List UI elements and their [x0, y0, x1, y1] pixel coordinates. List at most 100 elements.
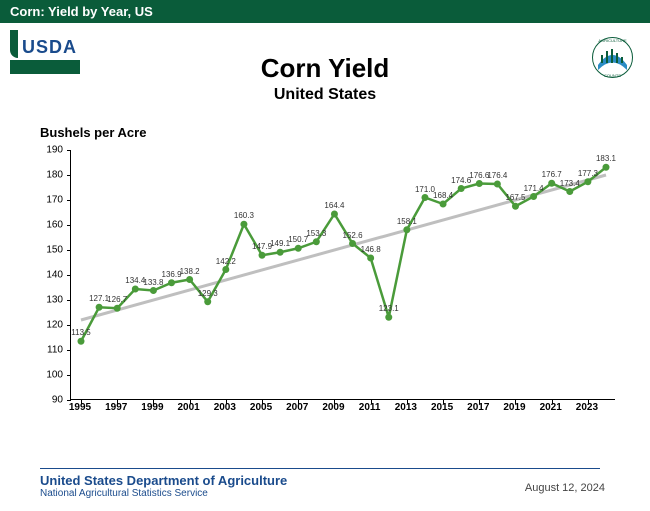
usda-logo-text: USDA [22, 37, 77, 58]
data-marker [349, 240, 356, 247]
data-marker [603, 164, 610, 171]
y-tick-label: 160 [46, 220, 63, 231]
data-label: 133.8 [143, 278, 163, 287]
x-axis-ticks: 1995 1997 1999 2001 2003 2005 2007 2009 2011 2013… [70, 402, 615, 422]
y-tick-label: 150 [46, 245, 63, 256]
data-marker [204, 298, 211, 305]
header-bar: Corn: Yield by Year, US [0, 0, 650, 23]
y-tick-label: 130 [46, 295, 63, 306]
data-marker [114, 305, 121, 312]
x-tick-label: 2021 [540, 402, 562, 413]
data-label: 177.3 [578, 169, 598, 178]
x-tick-label: 1995 [69, 402, 91, 413]
chart: 90100110120130140150160170180190 113.512… [35, 150, 625, 430]
data-marker [403, 226, 410, 233]
data-label: 126.7 [107, 295, 127, 304]
x-tick-label: 2001 [177, 402, 199, 413]
y-tick-label: 110 [47, 345, 63, 356]
data-marker [168, 279, 175, 286]
x-tick-label: 2017 [467, 402, 489, 413]
data-marker [313, 238, 320, 245]
data-label: 142.2 [216, 257, 236, 266]
data-label: 152.6 [343, 231, 363, 240]
badge-bottom-text: COUNTS [604, 73, 621, 78]
chart-subtitle: United States [0, 86, 650, 104]
data-label: 173.4 [560, 179, 580, 188]
data-marker [240, 221, 247, 228]
data-marker [476, 180, 483, 187]
data-label: 136.9 [162, 270, 182, 279]
usda-logo: USDA [10, 30, 80, 74]
data-label: 167.5 [505, 193, 525, 202]
footer-date: August 12, 2024 [525, 482, 605, 494]
data-label: 150.7 [288, 235, 308, 244]
data-marker [277, 249, 284, 256]
data-marker [222, 266, 229, 273]
x-tick-label: 2013 [395, 402, 417, 413]
data-label: 168.4 [433, 191, 453, 200]
y-tick-label: 170 [46, 195, 63, 206]
data-marker [566, 188, 573, 195]
x-tick-label: 2011 [359, 402, 381, 413]
data-marker [186, 276, 193, 283]
data-marker [494, 181, 501, 188]
x-tick-label: 1999 [141, 402, 163, 413]
data-label: 176.7 [542, 170, 562, 179]
data-marker [295, 245, 302, 252]
y-axis-ticks: 90100110120130140150160170180190 [35, 150, 65, 400]
x-tick-label: 1997 [105, 402, 127, 413]
data-label: 113.5 [71, 328, 90, 337]
data-marker [421, 194, 428, 201]
trend-line [81, 175, 606, 320]
title-block: Corn Yield United States [0, 53, 650, 104]
data-label: 146.8 [361, 245, 381, 254]
y-tick-label: 140 [46, 270, 63, 281]
badge-top-text: AGRICULTURE [598, 38, 627, 43]
data-line [81, 167, 606, 341]
data-marker [132, 286, 139, 293]
y-tick-label: 180 [46, 170, 63, 181]
data-label: 171.0 [415, 185, 435, 194]
data-label: 123.1 [379, 304, 399, 313]
data-marker [259, 252, 266, 259]
data-marker [584, 178, 591, 185]
agriculture-counts-badge: AGRICULTURE COUNTS [590, 35, 635, 80]
data-marker [385, 314, 392, 321]
data-marker [440, 201, 447, 208]
data-marker [512, 203, 519, 210]
x-tick-label: 2003 [214, 402, 236, 413]
data-label: 174.6 [451, 176, 471, 185]
x-tick-label: 2007 [286, 402, 308, 413]
data-marker [331, 211, 338, 218]
y-axis-title: Bushels per Acre [40, 125, 146, 140]
data-marker [96, 304, 103, 311]
header-bar-text: Corn: Yield by Year, US [10, 4, 153, 19]
data-label: 171.4 [524, 184, 544, 193]
data-marker [530, 193, 537, 200]
plot-area: 113.5127.1126.7134.4133.8136.9138.2129.3… [70, 150, 615, 400]
y-tick-label: 120 [46, 320, 63, 331]
x-tick-label: 2023 [576, 402, 598, 413]
y-tick-label: 90 [52, 395, 63, 406]
x-tick-label: 2005 [250, 402, 272, 413]
data-label: 176.4 [487, 171, 507, 180]
y-tick-label: 100 [46, 370, 63, 381]
data-label: 158.1 [397, 217, 417, 226]
data-label: 160.3 [234, 211, 254, 220]
chart-title: Corn Yield [0, 53, 650, 84]
data-label: 183.1 [596, 154, 616, 163]
data-label: 164.4 [324, 201, 344, 210]
data-label: 134.4 [125, 276, 145, 285]
data-label: 138.2 [180, 267, 200, 276]
data-label: 129.3 [198, 289, 218, 298]
data-label: 147.9 [252, 242, 272, 251]
data-marker [78, 338, 85, 345]
x-tick-label: 2019 [503, 402, 525, 413]
data-label: 149.1 [270, 239, 290, 248]
data-label: 176.6 [469, 171, 489, 180]
data-marker [367, 255, 374, 262]
data-marker [458, 185, 465, 192]
data-marker [150, 287, 157, 294]
data-marker [548, 180, 555, 187]
x-tick-label: 2009 [322, 402, 344, 413]
